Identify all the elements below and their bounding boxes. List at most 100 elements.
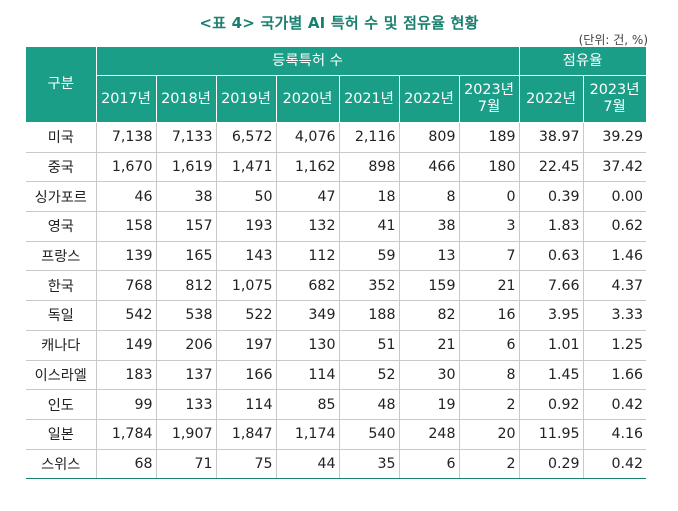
patent-count-cell: 137 [155,360,216,391]
patent-table: 구분 등록특허 수 점유율 2017년 2018년 2019년 2020년 2021년 2… [26,46,647,480]
patent-count-cell: 2 [458,389,520,420]
share-cell: 11.95 [518,419,584,450]
patent-count-cell: 522 [215,300,276,331]
patent-count-cell: 2 [458,449,520,480]
share-cell: 0.63 [518,241,584,272]
patent-count-cell: 1,174 [275,419,339,450]
patent-count-cell: 812 [155,270,216,302]
share-cell: 1.66 [582,360,647,391]
header-row-group: 구분 등록특허 수 점유율 [26,46,647,123]
year-header-patents: 2020년 [275,75,340,123]
table-title: <표 4> 국가별 AI 특허 수 및 점유율 현황 [199,14,479,32]
patent-count-cell: 38 [155,181,216,213]
year-header-patents: 2023년 7월 [458,75,520,123]
patent-count-cell: 206 [155,330,216,361]
patent-count-cell: 7,138 [95,122,156,153]
patent-count-cell: 180 [458,152,520,183]
patent-count-cell: 1,162 [275,152,339,183]
country-cell: 프랑스 [26,241,96,272]
patent-count-cell: 6 [458,330,520,361]
patents-group-header: 등록특허 수 [95,46,520,76]
patent-count-cell: 8 [398,181,459,213]
patent-count-cell: 71 [155,449,216,480]
patent-count-cell: 193 [215,211,276,242]
patent-count-cell: 143 [215,241,276,272]
patent-count-cell: 809 [398,122,459,153]
patent-count-cell: 18 [338,181,399,213]
patent-count-cell: 1,670 [95,152,156,183]
patent-count-cell: 68 [95,449,156,480]
patent-count-cell: 159 [398,270,459,302]
table-row: 스위스 68 71 75 44 35 6 2 0.29 0.42 [26,449,647,480]
table-row: 프랑스 139 165 143 112 59 13 7 0.63 1.46 [26,241,647,272]
patent-count-cell: 540 [338,419,399,450]
patent-count-cell: 30 [398,360,459,391]
patent-count-cell: 46 [95,181,156,213]
country-cell: 싱가포르 [26,181,96,213]
patent-count-cell: 133 [155,389,216,420]
year-header-patents: 2019년 [215,75,277,123]
patent-count-cell: 99 [95,389,156,420]
share-cell: 1.01 [518,330,584,361]
patent-count-cell: 19 [398,389,459,420]
patent-count-cell: 165 [155,241,216,272]
patent-count-cell: 6 [398,449,459,480]
country-cell: 캐나다 [26,330,96,361]
table-row: 한국 768 812 1,075 682 352 159 21 7.66 4.37 [26,270,647,302]
country-cell: 스위스 [26,449,96,480]
patent-count-cell: 114 [215,389,276,420]
share-cell: 3.33 [582,300,647,331]
table-row: 인도 99 133 114 85 48 19 2 0.92 0.42 [26,389,647,420]
patent-count-cell: 21 [458,270,520,302]
share-cell: 3.95 [518,300,584,331]
patent-count-cell: 0 [458,181,520,213]
corner-header: 구분 [26,46,97,123]
share-group-header: 점유율 [518,46,647,76]
header-row-years: 2017년 2018년 2019년 2020년 2021년 2022년 2023년 7월 202… [26,75,647,123]
patent-count-cell: 189 [458,122,520,153]
patent-count-cell: 352 [338,270,399,302]
year-header-patents: 2017년 [95,75,157,123]
patent-count-cell: 1,907 [155,419,216,450]
share-cell: 0.42 [582,449,647,480]
share-cell: 0.29 [518,449,584,480]
patent-count-cell: 21 [398,330,459,361]
table-row: 영국 158 157 193 132 41 38 3 1.83 0.62 [26,211,647,242]
patent-count-cell: 13 [398,241,459,272]
patent-count-cell: 466 [398,152,459,183]
patent-count-cell: 52 [338,360,399,391]
country-cell: 중국 [26,152,96,183]
country-cell: 독일 [26,300,96,331]
country-cell: 일본 [26,419,96,450]
share-cell: 37.42 [582,152,647,183]
share-cell: 0.42 [582,389,647,420]
patent-count-cell: 1,471 [215,152,276,183]
patent-count-cell: 248 [398,419,459,450]
share-cell: 0.39 [518,181,584,213]
table-body: 미국 7,138 7,133 6,572 4,076 2,116 809 189 38.97 39… [26,122,647,480]
table-row: 이스라엘 183 137 166 114 52 30 8 1.45 1.66 [26,360,647,391]
patent-count-cell: 149 [95,330,156,361]
patent-count-cell: 1,075 [215,270,276,302]
patent-count-cell: 82 [398,300,459,331]
year-header-share: 2022년 [518,75,584,123]
share-cell: 4.16 [582,419,647,450]
patent-count-cell: 51 [338,330,399,361]
patent-count-cell: 38 [398,211,459,242]
share-cell: 7.66 [518,270,584,302]
patent-count-cell: 44 [275,449,339,480]
patent-count-cell: 158 [95,211,156,242]
share-cell: 0.00 [582,181,647,213]
patent-count-cell: 6,572 [215,122,276,153]
table-row: 중국 1,670 1,619 1,471 1,162 898 466 180 22.45 37.4… [26,152,647,183]
patent-count-cell: 8 [458,360,520,391]
patent-count-cell: 48 [338,389,399,420]
year-header-patents: 2022년 [398,75,460,123]
patent-count-cell: 47 [275,181,339,213]
patent-count-cell: 7,133 [155,122,216,153]
patent-count-cell: 112 [275,241,339,272]
share-cell: 1.25 [582,330,647,361]
patent-count-cell: 114 [275,360,339,391]
country-cell: 미국 [26,122,96,153]
patent-count-cell: 768 [95,270,156,302]
